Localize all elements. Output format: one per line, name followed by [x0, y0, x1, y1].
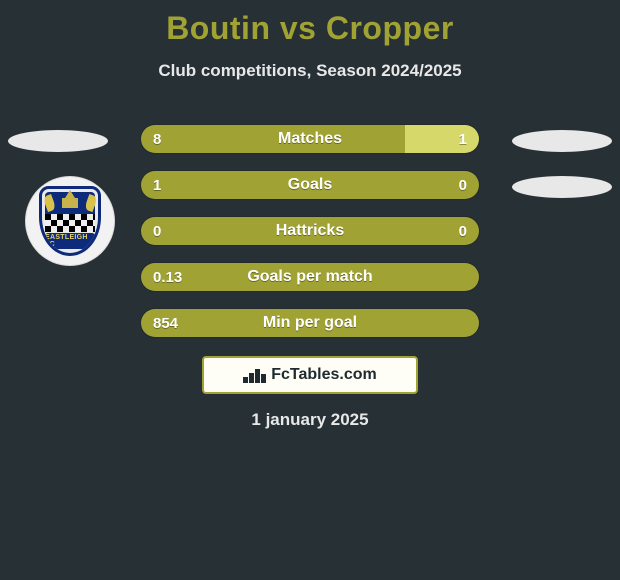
stat-label: Goals per match: [141, 263, 479, 291]
stat-bar: 10Goals: [140, 170, 480, 200]
badge-banner-text: EASTLEIGH FC: [45, 233, 95, 249]
stat-bar: 0.13Goals per match: [140, 262, 480, 292]
player-right-pill: [512, 176, 612, 198]
comparison-card: { "background_color": "#263035", "title"…: [0, 0, 620, 580]
stat-bar: 81Matches: [140, 124, 480, 154]
ship-icon: [62, 198, 77, 208]
date-text: 1 january 2025: [0, 410, 620, 430]
brand-badge[interactable]: FcTables.com: [202, 356, 418, 394]
subtitle: Club competitions, Season 2024/2025: [0, 61, 620, 81]
player-right-pill: [512, 130, 612, 152]
stat-row: 0.13Goals per match: [0, 258, 620, 304]
checker-pattern: [45, 214, 95, 232]
stat-bar: 00Hattricks: [140, 216, 480, 246]
stat-label: Min per goal: [141, 309, 479, 337]
stat-label: Matches: [141, 125, 479, 153]
stat-row: 854Min per goal: [0, 304, 620, 350]
laurel-icon: [43, 194, 57, 212]
stat-label: Hattricks: [141, 217, 479, 245]
stat-label: Goals: [141, 171, 479, 199]
bar-chart-icon: [243, 367, 265, 383]
stat-bar: 854Min per goal: [140, 308, 480, 338]
page-title: Boutin vs Cropper: [0, 0, 620, 47]
laurel-icon: [83, 194, 97, 212]
brand-text: FcTables.com: [271, 366, 377, 384]
player-left-pill: [8, 130, 108, 152]
club-badge-shield: EASTLEIGH FC: [39, 186, 101, 256]
club-badge: EASTLEIGH FC: [25, 176, 115, 266]
stat-row: 81Matches: [0, 120, 620, 166]
